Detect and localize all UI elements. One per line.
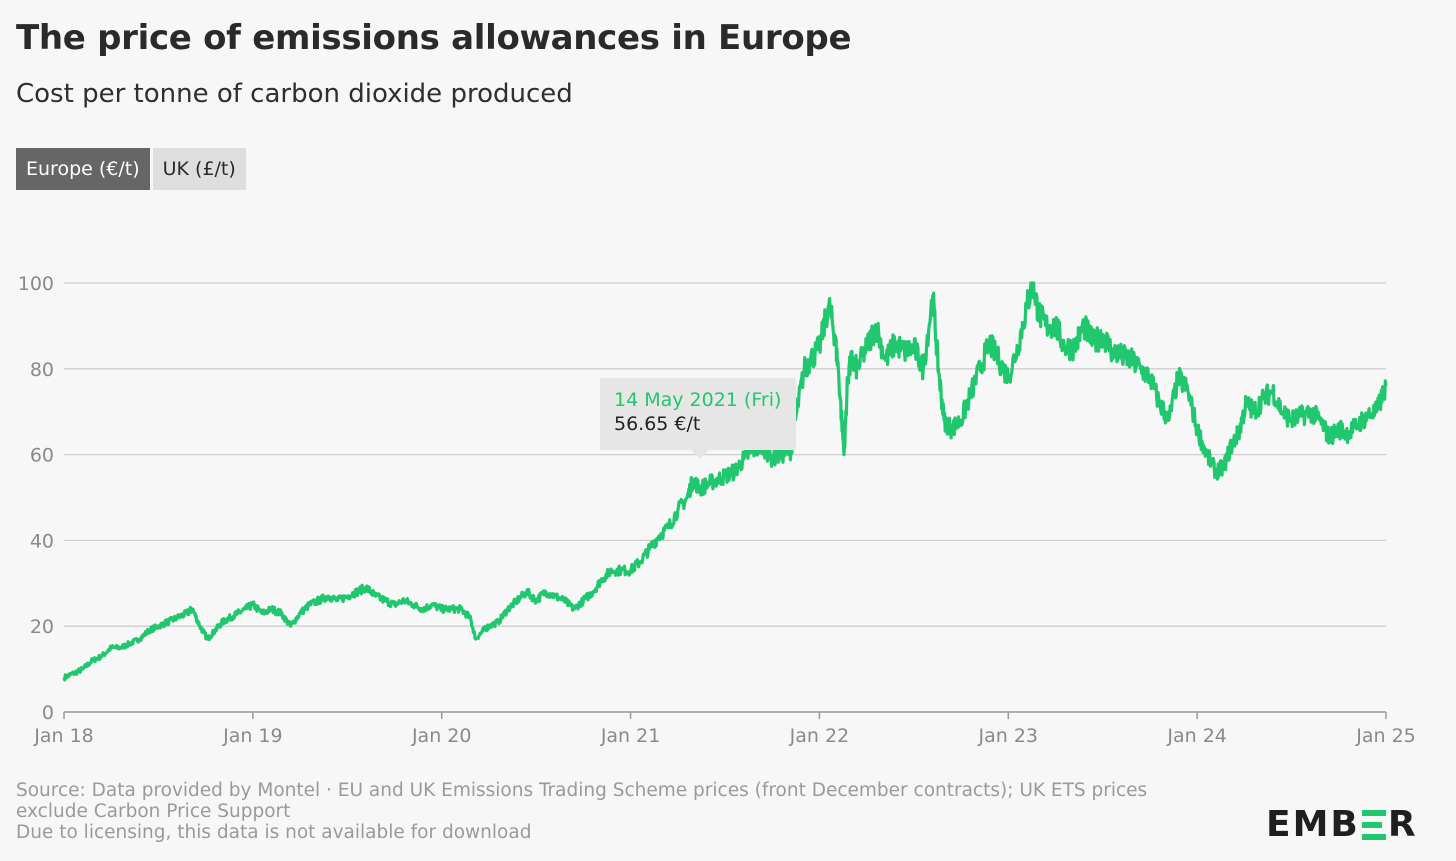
source-note: Source: Data provided by Montel · EU and…: [16, 780, 1206, 843]
x-tick-label: Jan 21: [600, 725, 661, 747]
chart-subtitle: Cost per tonne of carbon dioxide produce…: [16, 79, 573, 109]
source-line-1: Source: Data provided by Montel · EU and…: [16, 780, 1148, 822]
unit-toggle: Europe (€/t) UK (£/t): [16, 148, 246, 190]
chart-title: The price of emissions allowances in Eur…: [16, 18, 852, 58]
y-axis-ticks: 0 20 40 60 80 100: [18, 273, 54, 724]
tooltip-value: 56.65 €/t: [614, 413, 701, 435]
x-tick-label: Jan 22: [789, 725, 850, 747]
y-tick-label: 0: [42, 702, 54, 724]
x-tick-label: Jan 20: [411, 725, 472, 747]
x-tick-label: Jan 25: [1355, 725, 1416, 747]
x-tick-label: Jan 18: [33, 725, 94, 747]
y-tick-label: 60: [30, 445, 54, 467]
uk-toggle-button[interactable]: UK (£/t): [152, 148, 246, 190]
grid-lines: [64, 282, 1386, 713]
y-tick-label: 40: [30, 530, 54, 552]
y-tick-label: 20: [30, 616, 54, 638]
europe-toggle-button[interactable]: Europe (€/t): [16, 148, 150, 190]
logo-e-mark: [1361, 809, 1386, 840]
y-tick-label: 80: [30, 359, 54, 381]
ember-logo: EMB R: [1266, 804, 1418, 845]
data-tooltip: 14 May 2021 (Fri) 56.65 €/t: [600, 378, 796, 459]
logo-text-left: EMB: [1266, 804, 1360, 845]
x-tick-label: Jan 19: [222, 725, 283, 747]
x-tick-label: Jan 24: [1166, 725, 1227, 747]
logo-text-right: R: [1387, 804, 1418, 845]
x-tick-label: Jan 23: [978, 725, 1039, 747]
y-tick-label: 100: [18, 273, 54, 295]
europe-price-line: [62, 281, 1388, 682]
tooltip-date: 14 May 2021 (Fri): [614, 389, 782, 411]
x-axis: Jan 18 Jan 19 Jan 20 Jan 21 Jan 22 Jan 23 Jan …: [33, 712, 1416, 747]
source-line-2: Due to licensing, this data is not avail…: [16, 822, 532, 843]
